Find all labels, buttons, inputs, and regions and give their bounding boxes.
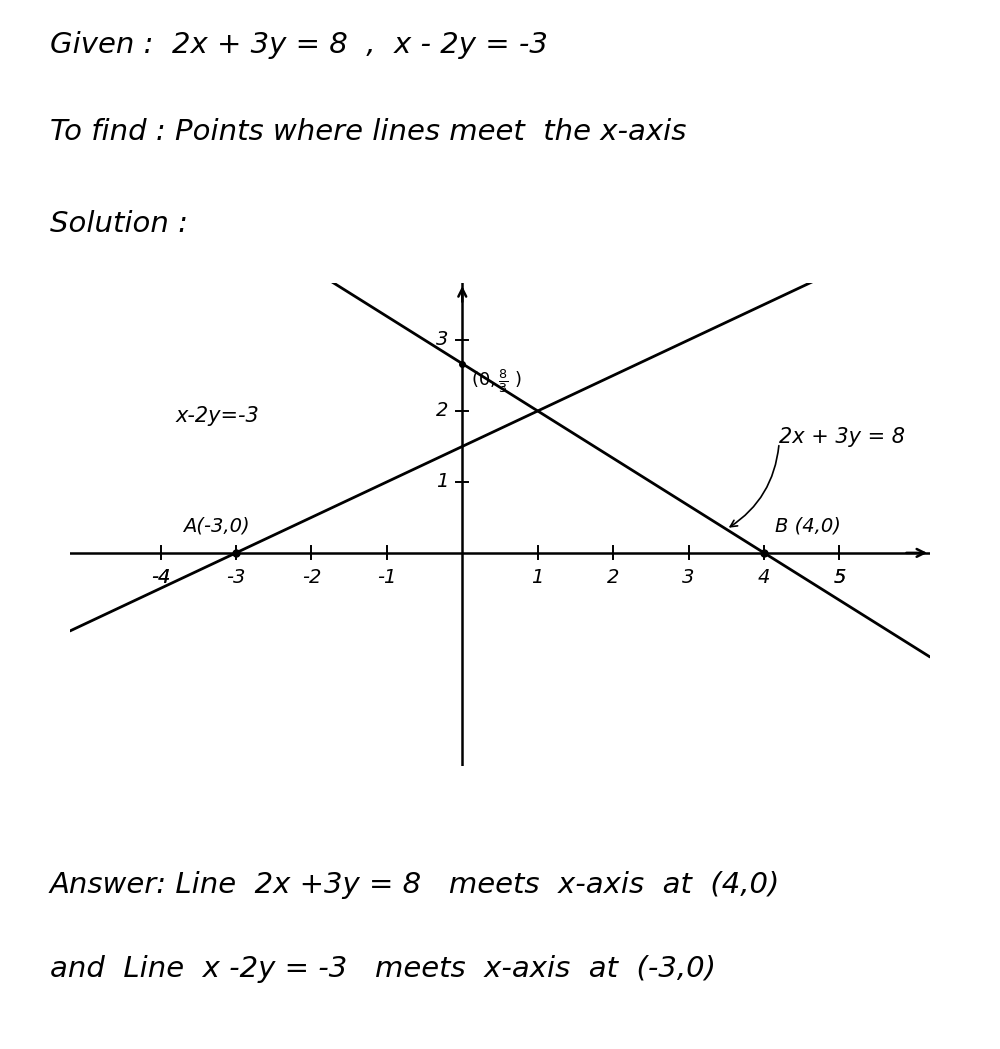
Text: 5: 5 xyxy=(833,569,846,587)
Text: $(0,\frac{8}{3}\ )$: $(0,\frac{8}{3}\ )$ xyxy=(471,367,523,395)
Text: Solution :: Solution : xyxy=(50,210,188,238)
Text: B (4,0): B (4,0) xyxy=(775,516,841,536)
Text: -3: -3 xyxy=(226,569,246,587)
Text: and  Line  x -2y = -3   meets  x-axis  at  (-3,0): and Line x -2y = -3 meets x-axis at (-3,… xyxy=(50,955,716,983)
Text: 5: 5 xyxy=(833,569,846,587)
Text: 3: 3 xyxy=(436,330,449,349)
Text: 2: 2 xyxy=(436,402,449,421)
Text: To find : Points where lines meet  the x-axis: To find : Points where lines meet the x-… xyxy=(50,119,686,146)
Text: Answer: Line  2x +3y = 8   meets  x-axis  at  (4,0): Answer: Line 2x +3y = 8 meets x-axis at … xyxy=(50,871,780,899)
Text: -2: -2 xyxy=(302,569,321,587)
Text: 3: 3 xyxy=(682,569,695,587)
Text: 2: 2 xyxy=(607,569,619,587)
Text: Given :  2x + 3y = 8  ,  x - 2y = -3: Given : 2x + 3y = 8 , x - 2y = -3 xyxy=(50,31,548,60)
Text: x-2y=-3: x-2y=-3 xyxy=(176,406,259,426)
Text: 4: 4 xyxy=(758,569,770,587)
Text: -4: -4 xyxy=(151,569,170,587)
Text: 1: 1 xyxy=(532,569,544,587)
Text: -4: -4 xyxy=(151,569,170,587)
Text: 2x + 3y = 8: 2x + 3y = 8 xyxy=(779,427,905,447)
Text: -1: -1 xyxy=(377,569,397,587)
Text: A(-3,0): A(-3,0) xyxy=(183,516,250,536)
Text: 1: 1 xyxy=(436,472,449,491)
